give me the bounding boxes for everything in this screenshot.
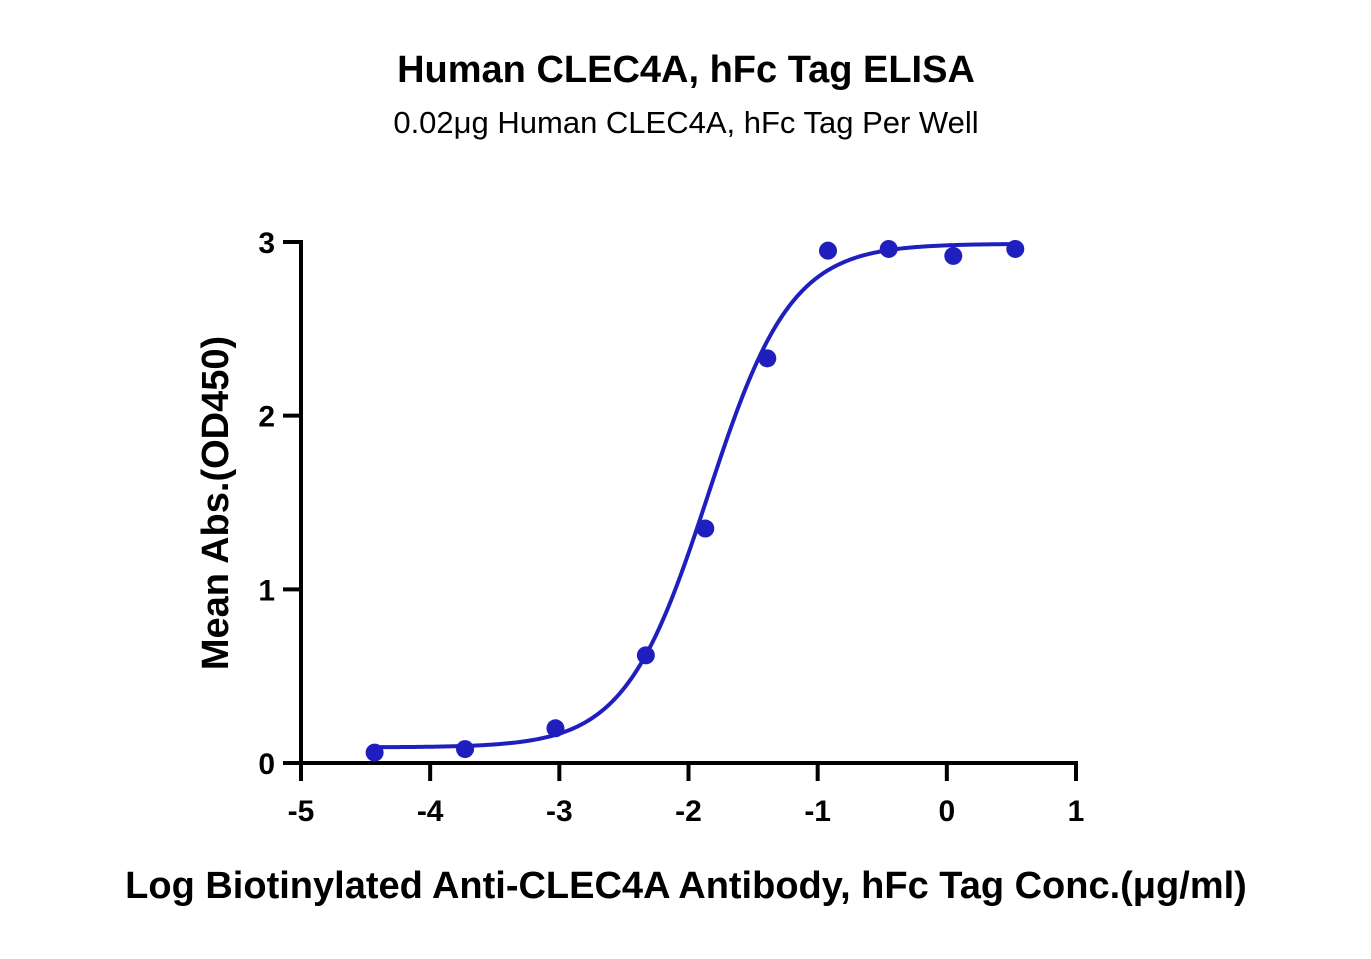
fit-curve-group bbox=[374, 242, 1016, 750]
data-point bbox=[879, 239, 898, 258]
y-tick-label: 0 bbox=[258, 748, 275, 781]
data-point bbox=[636, 646, 655, 665]
x-tick-label: -5 bbox=[288, 795, 315, 828]
data-point bbox=[696, 519, 715, 538]
chart-subtitle: 0.02μg Human CLEC4A, hFc Tag Per Well bbox=[393, 105, 978, 140]
data-points bbox=[365, 239, 1025, 762]
x-axis-label: Log Biotinylated Anti-CLEC4A Antibody, h… bbox=[125, 865, 1247, 907]
data-point bbox=[758, 349, 777, 368]
x-tick-label: -1 bbox=[804, 795, 831, 828]
x-tick-label: -4 bbox=[417, 795, 444, 828]
x-tick-label: -2 bbox=[675, 795, 702, 828]
chart-title: Human CLEC4A, hFc Tag ELISA bbox=[397, 49, 975, 91]
data-point bbox=[1006, 239, 1025, 258]
y-axis-label: Mean Abs.(OD450) bbox=[195, 336, 237, 670]
x-tick-label: -3 bbox=[546, 795, 573, 828]
x-tick-label: 0 bbox=[938, 795, 955, 828]
y-tick-label: 3 bbox=[258, 227, 275, 260]
data-point bbox=[546, 719, 565, 738]
y-tick-label: 1 bbox=[258, 574, 275, 607]
fit-curve-line bbox=[374, 242, 1016, 750]
axes: 0 1 2 3 -5 -4 -3 -2 -1 0 1 bbox=[258, 227, 1084, 828]
data-point bbox=[456, 740, 475, 759]
x-tick-label: 1 bbox=[1068, 795, 1085, 828]
data-point bbox=[944, 246, 963, 265]
data-point bbox=[365, 743, 384, 762]
y-tick-label: 2 bbox=[258, 401, 275, 434]
data-point bbox=[819, 241, 837, 260]
